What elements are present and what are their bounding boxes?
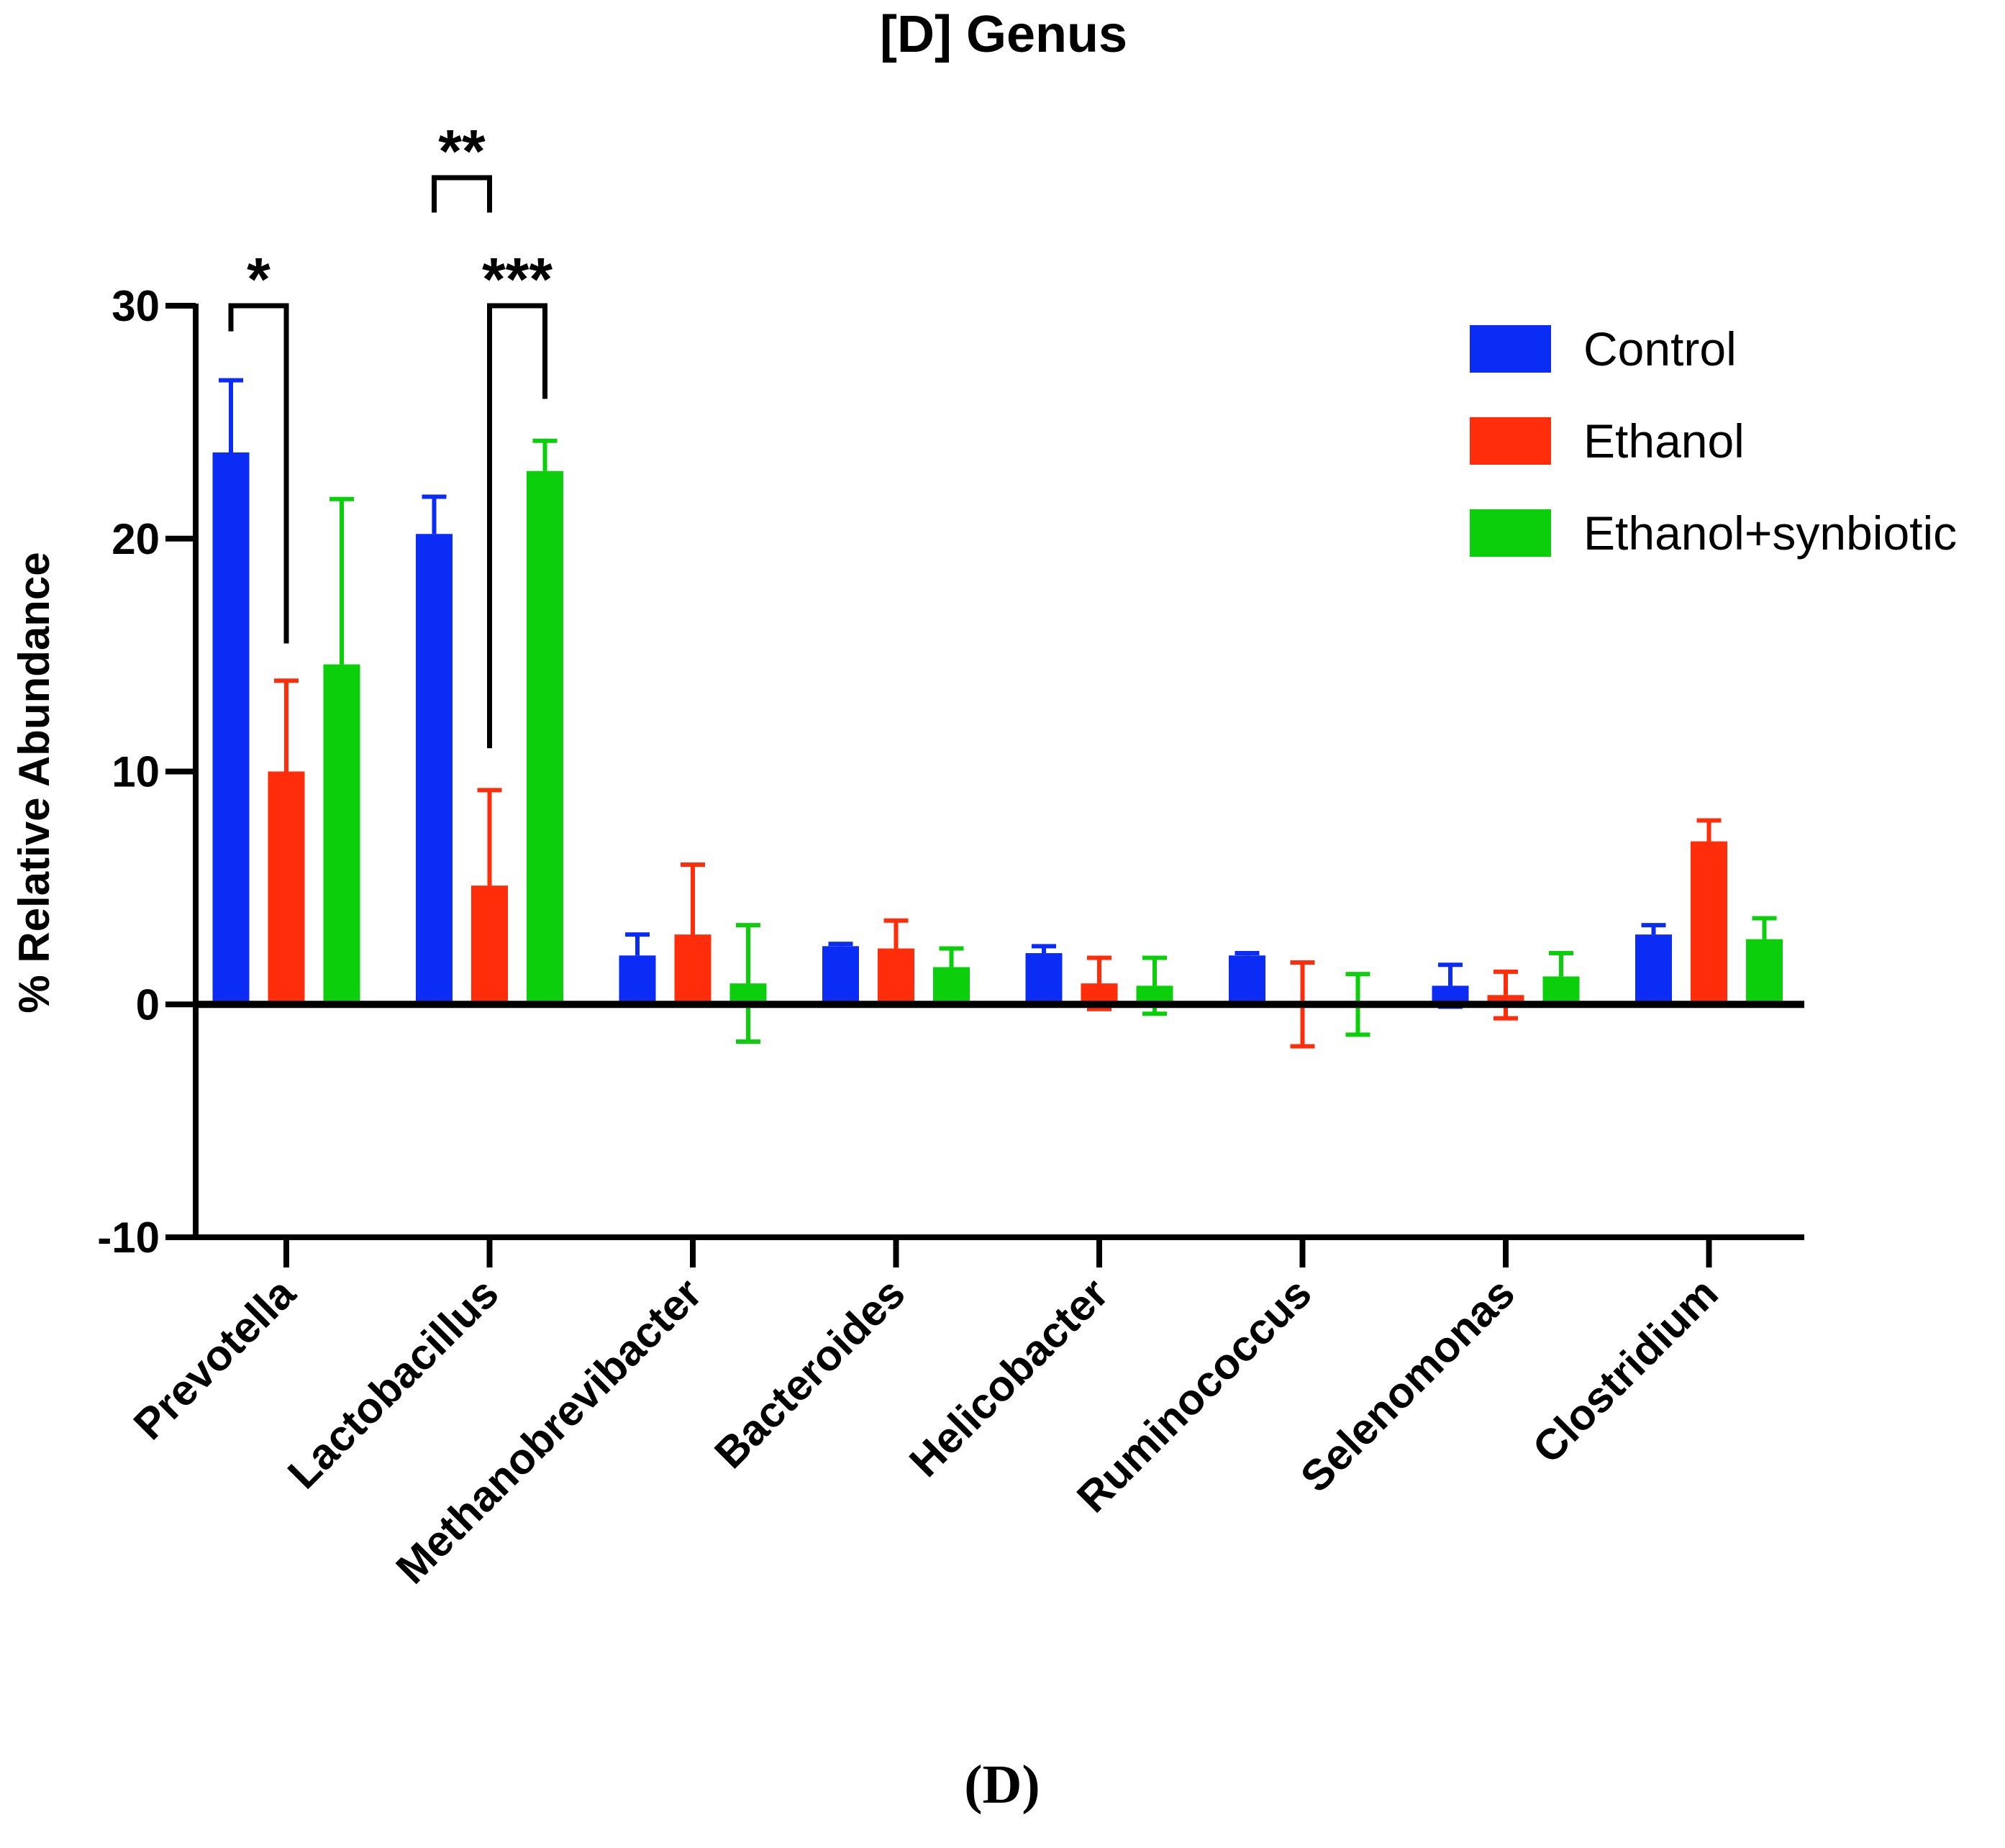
legend: Control Ethanol Ethanol+synbiotic [1470,322,1957,560]
bar-control-clostridium [1635,934,1672,1005]
bar-ethanol-bacteroides [878,948,914,1005]
bar-control-helicobacter [1025,953,1063,1005]
significance-bracket [487,303,547,749]
bar-control-lactobacillus [416,534,453,1005]
y-tick-label: 30 [112,282,160,330]
bar-control-prevotella [212,452,250,1005]
significance-label: * [247,245,270,313]
significance-layer: ****** [228,117,553,749]
bars-layer [212,378,1783,1049]
bar-control-bacteroides [822,946,859,1005]
x-tick-label-prevotella: Prevotella [124,1268,305,1449]
bar-ethanol-synbiotic-bacteroides [933,967,970,1005]
bar-ethanol-synbiotic-prevotella [323,664,360,1005]
significance-bracket [432,175,492,213]
significance-label: *** [482,245,553,313]
bar-ethanol-prevotella [268,771,305,1005]
legend-label-control: Control [1583,322,1737,375]
y-tick-label: 0 [136,980,160,1029]
legend-label-ethanol-synbiotic: Ethanol+synbiotic [1583,506,1957,560]
x-tick-label-lactobacillus: Lactobacillus [278,1269,508,1498]
panel-label: (D) [964,1754,1040,1815]
bar-control-ruminococcus [1229,955,1265,1005]
significance-label: ** [438,117,486,185]
x-tick-label-clostridium: Clostridium [1524,1269,1727,1473]
x-tick-label-selenomonas: Selenomonas [1291,1269,1524,1501]
legend-label-ethanol: Ethanol [1583,414,1745,468]
y-tick-label: 10 [112,748,160,796]
y-tick-label: -10 [97,1214,160,1262]
bar-ethanol-synbiotic-clostridium [1746,939,1783,1005]
significance-bracket [228,303,289,644]
bar-ethanol-clostridium [1691,841,1727,1005]
legend-swatch-ethanol-synbiotic [1470,509,1551,557]
bar-ethanol-lactobacillus [471,886,508,1005]
chart-title: [D] Genus [880,6,1127,63]
y-axis-label: % Relative Abundance [10,552,58,1013]
bar-control-methanobrevibacter [619,955,656,1005]
y-tick-label: 20 [112,515,160,563]
bar-ethanol-methanobrevibacter [674,934,711,1005]
legend-swatch-ethanol [1470,417,1551,465]
x-tick-label-bacteroides: Bacteroides [705,1269,914,1478]
x-tick-label-helicobacter: Helicobacter [900,1269,1117,1486]
bar-ethanol-synbiotic-lactobacillus [527,470,563,1005]
bar-ethanol-synbiotic-selenomonas [1542,976,1580,1005]
legend-swatch-control [1470,325,1551,373]
